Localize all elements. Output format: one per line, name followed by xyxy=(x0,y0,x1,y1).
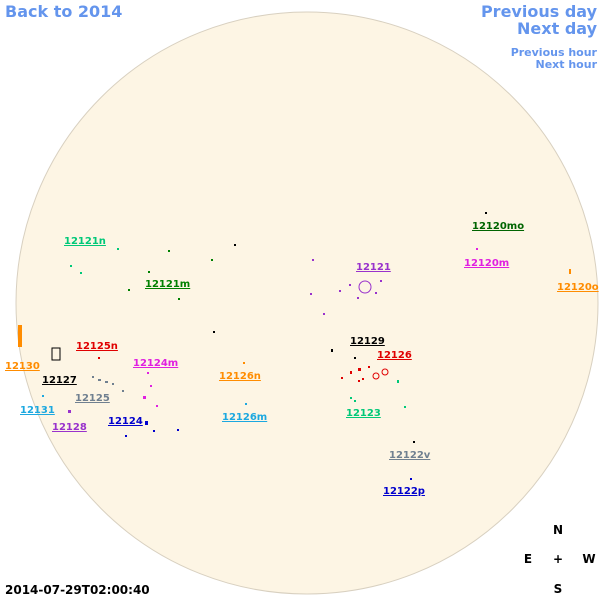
region-label[interactable]: 12120mo xyxy=(472,221,524,232)
region-label[interactable]: 12127 xyxy=(42,375,77,386)
timestamp: 2014-07-29T02:00:40 xyxy=(5,583,150,597)
region-label[interactable]: 12122v xyxy=(389,450,431,461)
compass-center: + xyxy=(553,552,563,566)
region-label[interactable]: 12121 xyxy=(356,262,391,273)
region-labels: 12120mo 12120m 12120o 12121n 12121m 12121 1212… xyxy=(5,221,599,497)
region-label[interactable]: 12124m xyxy=(133,358,178,369)
previous-day-link[interactable]: Previous day xyxy=(481,2,598,21)
spot xyxy=(381,368,389,376)
region-label[interactable]: 12121n xyxy=(64,236,106,247)
next-day-link[interactable]: Next day xyxy=(517,19,598,38)
compass-east: E xyxy=(524,552,532,566)
region-label[interactable]: 12124 xyxy=(108,416,143,427)
region-label[interactable]: 12131 xyxy=(20,405,55,416)
region-label[interactable]: 12123 xyxy=(346,408,381,419)
region-label[interactable]: 12120m xyxy=(464,258,509,269)
compass-north: N xyxy=(553,523,563,537)
solar-disk xyxy=(15,11,599,595)
region-label[interactable]: 12130 xyxy=(5,361,40,372)
next-hour-link[interactable]: Next hour xyxy=(536,58,598,71)
region-label[interactable]: 12128 xyxy=(52,422,87,433)
spots xyxy=(18,212,571,480)
region-label[interactable]: 12122p xyxy=(383,486,425,497)
region-label[interactable]: 12126n xyxy=(219,371,261,382)
spot xyxy=(372,372,380,380)
spot xyxy=(358,280,372,294)
region-label[interactable]: 12126m xyxy=(222,412,267,423)
region-label[interactable]: 12125n xyxy=(76,341,118,352)
spot xyxy=(18,325,22,347)
spot xyxy=(51,347,61,361)
region-label[interactable]: 12129 xyxy=(350,336,385,347)
region-label[interactable]: 12120o xyxy=(557,282,599,293)
region-label[interactable]: 12125 xyxy=(75,393,110,404)
region-label[interactable]: 12121m xyxy=(145,279,190,290)
region-label[interactable]: 12126 xyxy=(377,350,412,361)
back-link[interactable]: Back to 2014 xyxy=(5,2,122,21)
spot xyxy=(569,269,571,274)
previous-hour-link[interactable]: Previous hour xyxy=(511,46,598,59)
compass-west: W xyxy=(582,552,595,566)
compass-south: S xyxy=(554,582,563,596)
